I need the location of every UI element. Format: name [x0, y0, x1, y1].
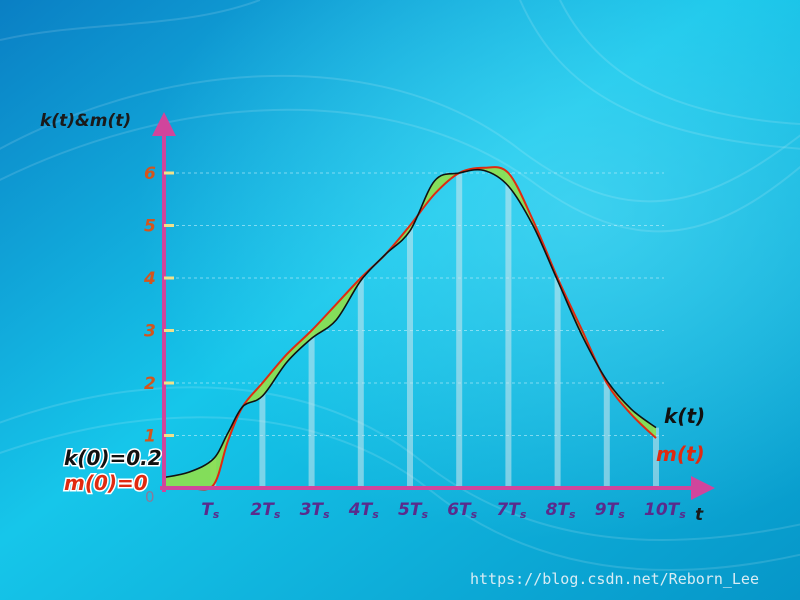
y-tick-label-4: 4: [143, 269, 156, 289]
x-tick-label-6: 6Ts: [447, 500, 477, 521]
series-line-m: [163, 166, 657, 491]
sample-bar-7: [505, 173, 512, 488]
sample-bar-10: [653, 427, 659, 488]
sample-bar-8: [554, 278, 561, 488]
sample-bar-3: [308, 330, 315, 488]
background-swirls: [0, 0, 800, 570]
k-initial-annotation: k(0)=0.2: [64, 446, 162, 470]
sample-bar-4: [357, 278, 364, 488]
y-tick-label-6: 6: [144, 164, 156, 184]
series-line-k: [163, 168, 657, 479]
x-tick-label-10: 10Ts: [644, 500, 686, 521]
x-tick-label-2: 2Ts: [250, 500, 280, 521]
sample-bar-9: [603, 380, 610, 488]
sample-bars: [210, 173, 659, 488]
x-tick-label-9: 9Ts: [595, 500, 625, 521]
y-tick-label-1: 1: [144, 427, 156, 447]
y-tick-label-2: 2: [144, 374, 156, 394]
sample-bar-5: [407, 225, 413, 488]
origin-label: 0: [145, 488, 155, 506]
k-curve-label: k(t): [664, 404, 705, 428]
x-tick-label-3: 3Ts: [300, 500, 330, 521]
series-lines: [163, 166, 657, 491]
y-ticks: 1 2 3 4 5 6: [143, 164, 174, 447]
y-tick-label-3: 3: [144, 322, 156, 342]
x-ticks: Ts 2Ts 3Ts 4Ts 5Ts 6Ts 7Ts 8Ts 9Ts 10Ts: [201, 500, 686, 521]
y-tick-label-5: 5: [144, 217, 156, 237]
x-tick-label-8: 8Ts: [546, 500, 576, 521]
m-initial-annotation: m(0)=0: [64, 471, 148, 495]
watermark: https://blog.csdn.net/Reborn_Lee: [470, 570, 759, 588]
x-tick-label-4: 4Ts: [348, 500, 379, 521]
x-axis-title: t: [695, 505, 704, 525]
x-tick-label-7: 7Ts: [496, 500, 526, 521]
x-tick-label-5: 5Ts: [398, 500, 428, 521]
m-curve-label: m(t): [656, 442, 705, 466]
sample-bar-6: [456, 173, 463, 488]
sample-bar-2: [259, 383, 266, 488]
y-axis-title: k(t)&m(t): [40, 111, 131, 131]
